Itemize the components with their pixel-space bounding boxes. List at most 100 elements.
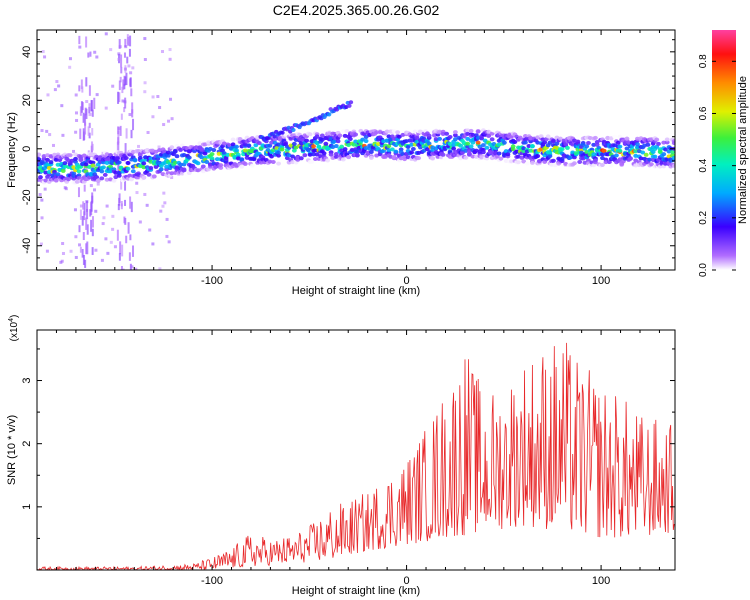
heat-cell [117,137,120,145]
heat-cell [486,133,492,138]
heat-cell [234,144,239,149]
heat-cell [465,144,471,149]
heat-cell [68,57,72,61]
heat-cell [85,36,88,48]
heat-cell [167,240,171,244]
heat-cell [440,152,446,157]
heat-cell [126,56,129,64]
heat-cell [137,144,141,148]
heat-cell [470,132,476,137]
heat-cell [118,80,121,91]
heat-cell [130,169,136,174]
heat-cell [608,136,614,141]
heat-cell [60,104,64,108]
heat-cell [509,159,514,164]
heat-cell [130,88,133,97]
heat-cell [38,193,42,197]
heat-cell [386,144,392,149]
heat-cell [312,156,318,161]
heat-cell [132,245,135,257]
heat-cell [170,176,174,180]
heat-cell [84,107,87,116]
y-tick-label: 0 [21,146,33,152]
heat-cell [100,154,104,158]
heat-cell [85,77,88,87]
heat-cell [202,151,208,156]
heat-cell [146,130,150,134]
heat-cell [158,167,164,172]
heat-cell [157,145,161,149]
colorbar-tick-label: 0.8 [698,54,709,68]
heat-cell [409,150,415,155]
heat-cell [99,176,105,181]
heat-cell [79,209,82,220]
heat-cell [117,126,120,135]
x-tick-label: 0 [404,275,410,287]
heat-cell [530,143,535,148]
heat-cell [80,101,83,113]
heat-cell [178,147,183,152]
heat-cell [143,57,147,61]
heat-cell [89,209,92,217]
heat-cell [622,151,628,156]
heat-cell [314,134,320,139]
heat-cell [122,79,125,90]
heat-cell [40,216,44,220]
heat-cell [535,154,541,159]
heat-cell [78,225,81,233]
heat-cell [87,52,90,58]
heat-cell [565,145,570,150]
heat-cell [89,184,93,188]
heat-cell [116,160,122,165]
heat-cell [430,156,436,161]
heat-cell [437,129,443,134]
heat-cell [291,148,297,153]
heat-cell [143,192,147,196]
heat-cell [230,142,236,147]
heat-cell [657,149,663,154]
heat-cell [86,201,89,212]
heat-cell [416,156,422,161]
colorbar: 0.0 0.2 0.4 0.6 0.8 Normalized spectral ampl… [698,30,749,277]
heat-cell [433,137,439,142]
heat-cell [664,137,670,142]
heat-cell [230,137,236,142]
heat-cell [82,254,85,265]
heat-cell [643,152,649,157]
heat-cell [148,165,154,170]
heat-cell [45,157,50,162]
heat-cell [106,251,110,255]
heat-cell [554,141,560,146]
heat-cell [295,155,301,160]
heat-cell [124,181,127,191]
heat-cell [647,157,653,162]
heat-cell [280,130,285,135]
heat-cell [125,160,131,165]
heat-cell [69,249,73,253]
heat-cell [116,229,119,241]
heat-cell [200,169,206,174]
heat-cell [168,48,172,52]
heat-cell [169,145,175,150]
y-tick-label: 2 [21,441,33,447]
spectrogram-y-label: Frequency (Hz) [6,112,18,188]
heat-cell [650,157,656,162]
heat-cell [302,153,308,158]
heat-cell [116,141,119,154]
heat-cell [195,161,201,166]
heat-cell [121,99,125,103]
heat-cell [117,57,121,61]
heat-cell [46,93,50,97]
heat-cell [475,140,481,145]
heat-cell [113,245,117,249]
heat-cell [67,153,73,158]
heat-cell [451,146,457,151]
heat-cell [489,131,495,136]
heat-cell [384,129,390,134]
heat-cell [340,129,346,134]
heat-cell [211,148,217,153]
heat-cell [593,135,598,140]
heat-cell [88,132,91,139]
heat-cell [165,217,169,221]
heat-cell [128,48,131,57]
